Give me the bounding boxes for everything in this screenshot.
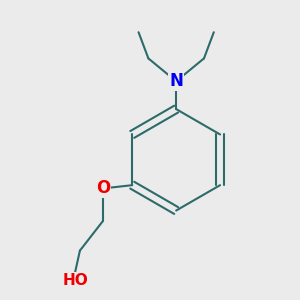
Text: N: N [169, 72, 183, 90]
Text: HO: HO [62, 272, 88, 287]
Text: O: O [96, 179, 110, 197]
